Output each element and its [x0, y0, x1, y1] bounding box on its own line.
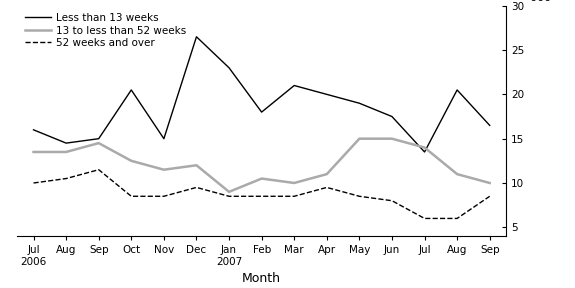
- 13 to less than 52 weeks: [95, 141, 102, 145]
- 52 weeks and over: [30, 181, 37, 185]
- Less than 13 weeks: [95, 137, 102, 141]
- 13 to less than 52 weeks: [486, 181, 493, 185]
- Less than 13 weeks: [389, 115, 396, 118]
- Less than 13 weeks: [63, 141, 70, 145]
- Less than 13 weeks: [30, 128, 37, 132]
- Less than 13 weeks: [128, 88, 135, 92]
- 52 weeks and over: [356, 195, 363, 198]
- 52 weeks and over: [486, 195, 493, 198]
- 52 weeks and over: [389, 199, 396, 202]
- 13 to less than 52 weeks: [30, 150, 37, 154]
- Less than 13 weeks: [258, 110, 265, 114]
- Less than 13 weeks: [323, 93, 330, 96]
- 13 to less than 52 weeks: [160, 168, 167, 171]
- Less than 13 weeks: [421, 150, 428, 154]
- 52 weeks and over: [258, 195, 265, 198]
- 52 weeks and over: [63, 177, 70, 180]
- Line: 52 weeks and over: 52 weeks and over: [33, 170, 490, 218]
- Less than 13 weeks: [454, 88, 461, 92]
- 13 to less than 52 weeks: [193, 164, 200, 167]
- 52 weeks and over: [323, 186, 330, 189]
- Line: 13 to less than 52 weeks: 13 to less than 52 weeks: [33, 139, 490, 192]
- X-axis label: Month: Month: [242, 272, 281, 285]
- Less than 13 weeks: [291, 84, 298, 87]
- Less than 13 weeks: [193, 35, 200, 39]
- Less than 13 weeks: [486, 124, 493, 127]
- 13 to less than 52 weeks: [225, 190, 232, 194]
- 52 weeks and over: [160, 195, 167, 198]
- Less than 13 weeks: [225, 66, 232, 69]
- 52 weeks and over: [225, 195, 232, 198]
- 52 weeks and over: [454, 217, 461, 220]
- 52 weeks and over: [128, 195, 135, 198]
- Less than 13 weeks: [160, 137, 167, 141]
- 52 weeks and over: [421, 217, 428, 220]
- 13 to less than 52 weeks: [454, 173, 461, 176]
- 13 to less than 52 weeks: [128, 159, 135, 162]
- 13 to less than 52 weeks: [421, 146, 428, 149]
- Less than 13 weeks: [356, 101, 363, 105]
- 13 to less than 52 weeks: [356, 137, 363, 141]
- 13 to less than 52 weeks: [63, 150, 70, 154]
- 52 weeks and over: [193, 186, 200, 189]
- 52 weeks and over: [95, 168, 102, 171]
- 13 to less than 52 weeks: [389, 137, 396, 141]
- Line: Less than 13 weeks: Less than 13 weeks: [33, 37, 490, 152]
- 13 to less than 52 weeks: [258, 177, 265, 180]
- 13 to less than 52 weeks: [291, 181, 298, 185]
- Legend: Less than 13 weeks, 13 to less than 52 weeks, 52 weeks and over: Less than 13 weeks, 13 to less than 52 w…: [22, 11, 188, 50]
- 52 weeks and over: [291, 195, 298, 198]
- 13 to less than 52 weeks: [323, 173, 330, 176]
- Text: '000: '000: [528, 0, 552, 3]
